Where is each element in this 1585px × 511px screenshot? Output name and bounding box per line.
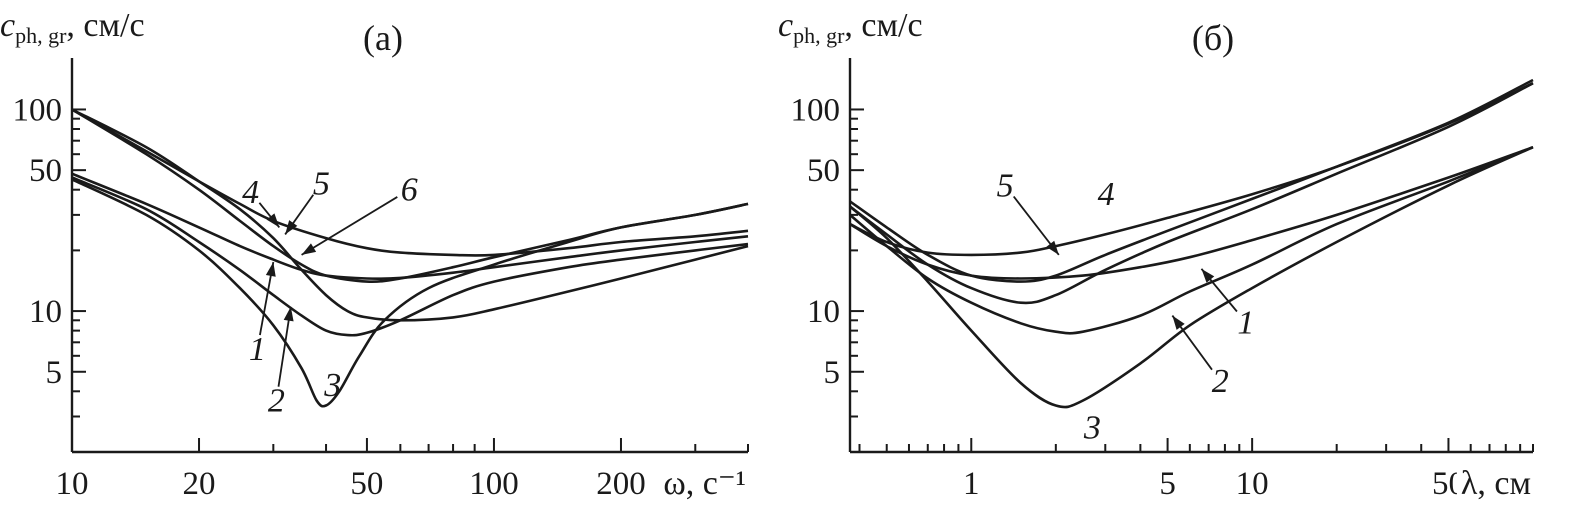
y-tick-label: 100 — [791, 92, 841, 128]
curve-label-5: 5 — [313, 165, 330, 202]
x-tick-label: 1 — [963, 466, 980, 502]
x-axis-title: ω, с⁻¹ — [663, 465, 746, 502]
series-line-5 — [72, 108, 749, 322]
callout-arrow-4 — [266, 213, 280, 228]
y-tick-label: 5 — [46, 355, 63, 391]
panel-label: (a) — [363, 18, 403, 58]
series-group — [850, 78, 1534, 409]
curve-label-6: 6 — [401, 172, 418, 209]
series-line-3 — [72, 178, 749, 408]
series-line-6 — [72, 108, 749, 284]
panel-label: (б) — [1192, 18, 1234, 58]
series-line-3 — [850, 146, 1534, 409]
y-tick-label: 100 — [13, 92, 63, 128]
callout-arrow-1 — [265, 262, 276, 277]
x-tick-label: 50 — [350, 466, 383, 502]
y-axis-title: cph, gr, см/с — [778, 7, 923, 48]
x-tick-label: 10 — [56, 466, 89, 502]
curve-label-5: 5 — [997, 167, 1014, 204]
curve-label-2: 2 — [268, 383, 285, 420]
series-group — [72, 108, 749, 408]
curve-label-1: 1 — [1237, 304, 1254, 341]
curve-label-1: 1 — [249, 331, 266, 368]
y-tick-label: 50 — [807, 153, 840, 189]
callout-arrow-2 — [283, 306, 294, 322]
series-line-1 — [850, 145, 1534, 280]
callout-arrow-5 — [1046, 240, 1059, 255]
x-tick-label: 100 — [469, 466, 519, 502]
callout-arrow-1 — [1201, 268, 1215, 283]
series-line-6 — [850, 78, 1534, 283]
series-line-2 — [850, 145, 1534, 335]
x-tick-label: 5 — [1159, 466, 1176, 502]
y-tick-label: 10 — [807, 294, 840, 330]
x-tick-label: 20 — [183, 466, 216, 502]
curve-label-4: 4 — [242, 174, 259, 211]
series-line-4 — [850, 82, 1534, 257]
y-tick-label: 50 — [29, 153, 62, 189]
callout-arrow-2 — [1172, 315, 1185, 330]
series-line-1 — [72, 172, 749, 281]
series-line-5 — [850, 82, 1534, 305]
curve-label-4: 4 — [1098, 176, 1115, 213]
panel-1: 10 20 50 100 200 5 10 50 100 cph, gr, см/с ω, с⁻¹ (… — [0, 7, 750, 502]
curve-label-2: 2 — [1212, 363, 1229, 400]
y-tick-label: 10 — [29, 294, 62, 330]
callout-arrow-5 — [285, 220, 298, 235]
x-tick-label: 10 — [1236, 466, 1269, 502]
y-tick-label: 5 — [824, 355, 841, 391]
series-line-2 — [72, 176, 749, 337]
callout-line-6 — [301, 196, 398, 256]
curve-label-3: 3 — [1083, 409, 1101, 446]
x-tick-label: 200 — [596, 466, 646, 502]
y-axis-title: cph, gr, см/с — [0, 7, 145, 48]
curve-label-3: 3 — [323, 367, 341, 404]
callout-arrow-6 — [301, 243, 317, 255]
x-axis-title: λ, см — [1461, 465, 1531, 502]
